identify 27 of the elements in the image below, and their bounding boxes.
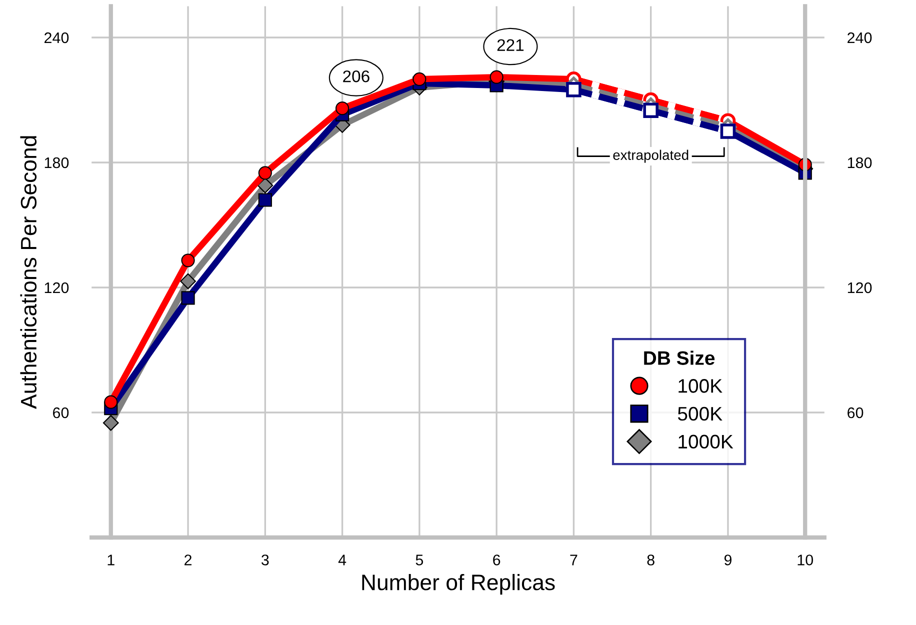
x-tick-label: 7 xyxy=(570,554,578,566)
legend-label: 500K xyxy=(678,406,722,421)
y-tick-label: 120 xyxy=(44,282,69,294)
x-tick-label: 2 xyxy=(184,554,192,566)
legend-title: DB Size xyxy=(644,350,715,365)
annotation: 221 xyxy=(497,39,524,51)
x-tick-label: 9 xyxy=(724,554,732,566)
x-tick-label: 3 xyxy=(261,554,269,566)
annotation: 206 xyxy=(343,70,370,82)
x-tick-label: 8 xyxy=(647,554,654,566)
y-tick-label: 240 xyxy=(44,32,69,44)
y-axis-title: Authentications Per Second xyxy=(20,136,37,409)
y2-tick-label: 240 xyxy=(848,32,872,44)
legend-label: 1000K xyxy=(678,434,734,449)
y2-tick-label: 120 xyxy=(848,282,872,294)
x-tick-label: 10 xyxy=(798,554,814,566)
x-tick-label: 6 xyxy=(493,554,500,566)
y-tick-label: 60 xyxy=(53,407,69,418)
legend-label: 100K xyxy=(678,379,722,393)
y2-tick-label: 180 xyxy=(848,157,872,168)
x-tick-label: 4 xyxy=(338,554,346,566)
y-tick-label: 180 xyxy=(44,157,69,168)
y2-tick-label: 60 xyxy=(848,407,864,418)
annotation: extrapolated xyxy=(613,150,688,163)
x-axis-title: Number of Replicas xyxy=(362,574,555,595)
x-tick-label: 5 xyxy=(416,554,424,566)
x-tick-label: 1 xyxy=(108,554,114,566)
